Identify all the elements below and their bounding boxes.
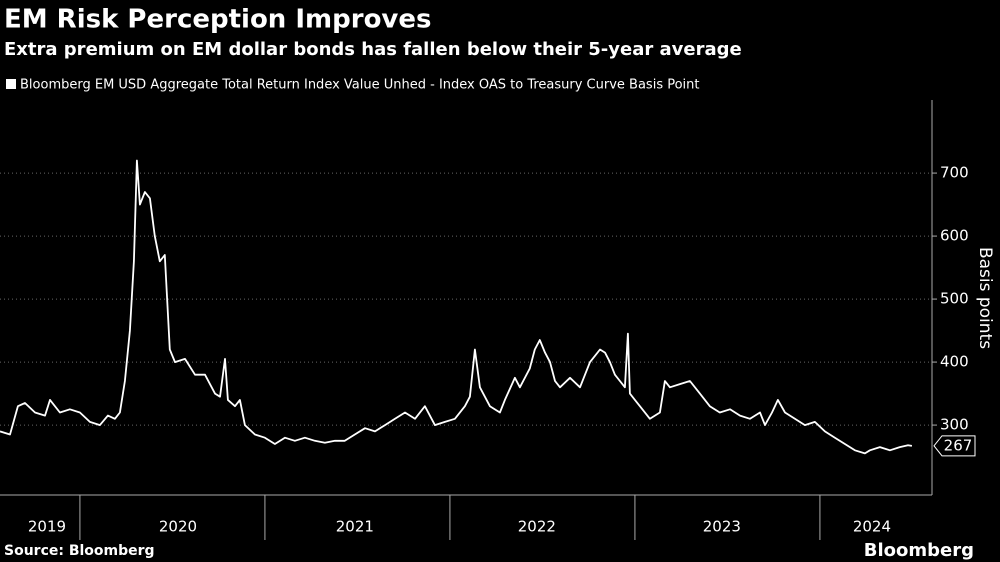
series-line (0, 159, 913, 455)
x-tick-label: 2024 (853, 518, 891, 536)
x-tick-label: 2023 (703, 518, 741, 536)
y-axis-label: Basis points (975, 247, 995, 349)
y-tick-label: 700 (940, 164, 969, 182)
brand: Bloomberg (864, 540, 974, 561)
source: Source: Bloomberg (4, 543, 155, 559)
last-value-box (933, 435, 976, 457)
legend-swatch (6, 79, 16, 89)
x-tick-label: 2021 (336, 518, 374, 536)
chart-subtitle: Extra premium on EM dollar bonds has fal… (4, 39, 742, 60)
x-tick-label: 2019 (28, 518, 66, 536)
x-tick-label: 2022 (518, 518, 556, 536)
last-value-label: 267 (944, 436, 973, 454)
y-tick-label: 400 (940, 353, 969, 371)
chart-title: EM Risk Perception Improves (4, 5, 432, 35)
y-tick-label: 600 (940, 227, 969, 245)
legend-label: Bloomberg EM USD Aggregate Total Return … (20, 78, 700, 93)
y-tick-label: 300 (940, 416, 969, 434)
x-tick-label: 2020 (159, 518, 197, 536)
y-tick-label: 500 (940, 290, 969, 308)
